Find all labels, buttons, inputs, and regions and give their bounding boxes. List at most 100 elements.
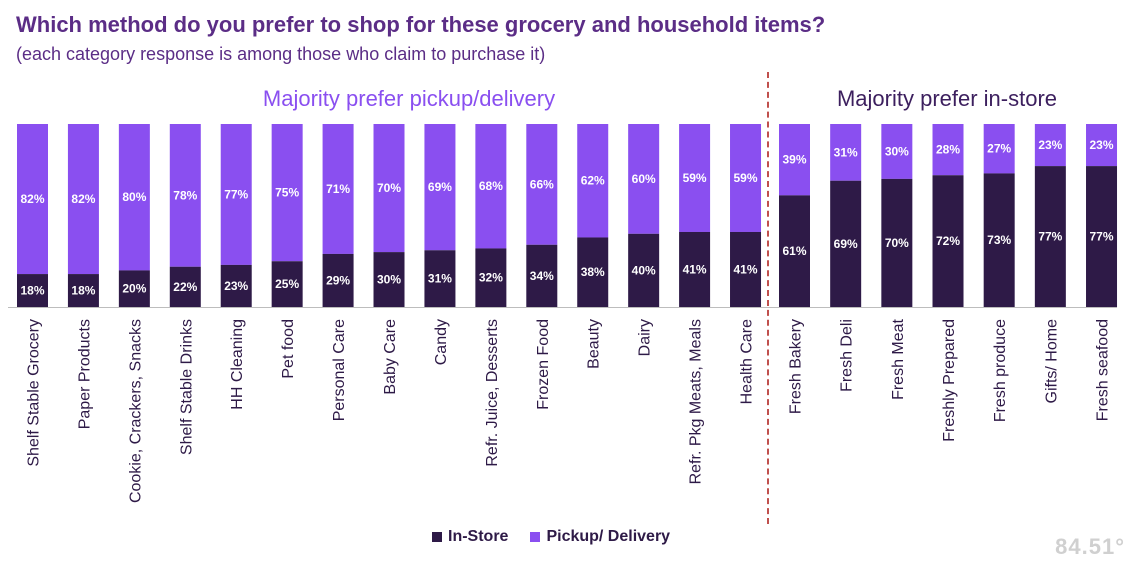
category-label-refr-pkg-meats-meals: Refr. Pkg Meats, Meals — [688, 319, 705, 484]
data-label-pickup-delivery-gifts-home: 23% — [1038, 138, 1062, 152]
chart-title: Which method do you prefer to shop for t… — [16, 12, 826, 37]
data-label-in-store-cookie-crackers-snacks: 20% — [122, 282, 146, 296]
data-label-in-store-dairy: 40% — [632, 263, 656, 277]
data-label-pickup-delivery-freshly-prepared: 28% — [936, 143, 960, 157]
category-label-hh-cleaning: HH Cleaning — [229, 319, 246, 410]
bar-in-store-refr-pkg-meats-meals — [679, 231, 711, 307]
data-label-in-store-fresh-seafood: 77% — [1090, 230, 1114, 244]
data-label-pickup-delivery-fresh-seafood: 23% — [1090, 138, 1114, 152]
data-label-pickup-delivery-fresh-bakery: 39% — [782, 153, 806, 167]
bar-pickup-delivery-fresh-deli — [830, 124, 862, 181]
category-label-refr-juice-desserts: Refr. Juice, Desserts — [484, 319, 501, 467]
category-label-fresh-bakery: Fresh Bakery — [788, 319, 805, 414]
data-label-pickup-delivery-dairy: 60% — [632, 172, 656, 186]
data-label-in-store-fresh-meat: 70% — [885, 236, 909, 250]
data-label-in-store-beauty: 38% — [581, 265, 605, 279]
bar-in-store-frozen-food — [526, 244, 558, 307]
category-label-beauty: Beauty — [586, 319, 603, 369]
category-label-personal-care: Personal Care — [331, 319, 348, 421]
group-title-pickup-delivery: Majority prefer pickup/delivery — [262, 86, 556, 111]
category-label-dairy: Dairy — [637, 319, 654, 356]
category-label-health-care: Health Care — [739, 319, 756, 404]
category-label-fresh-produce: Fresh produce — [992, 319, 1009, 422]
bar-pickup-delivery-health-care — [730, 124, 762, 232]
bar-pickup-delivery-fresh-meat — [881, 124, 913, 179]
data-label-pickup-delivery-frozen-food: 66% — [530, 177, 554, 191]
group-divider — [767, 72, 769, 524]
bar-in-store-shelf-stable-drinks — [169, 266, 201, 307]
bar-in-store-shelf-stable-grocery — [17, 274, 48, 307]
data-label-in-store-baby-care: 30% — [377, 273, 401, 287]
bar-pickup-delivery-fresh-bakery — [779, 124, 810, 196]
data-label-pickup-delivery-paper-products: 82% — [71, 192, 95, 206]
bar-pickup-delivery-dairy — [628, 124, 660, 234]
bar-pickup-delivery-personal-care — [322, 124, 354, 254]
bar-pickup-delivery-fresh-seafood — [1086, 124, 1118, 167]
category-label-freshly-prepared: Freshly Prepared — [941, 319, 958, 442]
bar-in-store-hh-cleaning — [220, 264, 252, 307]
category-label-frozen-food: Frozen Food — [535, 319, 552, 410]
group-title-in-store: Majority prefer in-store — [836, 86, 1058, 111]
category-label-pet-food: Pet food — [280, 319, 297, 379]
legend: In-Store Pickup/ Delivery — [432, 528, 670, 546]
category-label-cookie-crackers-snacks: Cookie, Crackers, Snacks — [127, 319, 144, 503]
bar-in-store-dairy — [628, 233, 660, 307]
bar-pickup-delivery-fresh-produce — [983, 124, 1015, 174]
bar-pickup-delivery-gifts-home — [1034, 124, 1066, 167]
bar-in-store-baby-care — [373, 252, 405, 307]
legend-swatch-pickup-delivery — [530, 532, 541, 542]
data-label-in-store-fresh-deli: 69% — [834, 237, 858, 251]
data-label-pickup-delivery-refr-juice-desserts: 68% — [479, 179, 503, 193]
legend-swatch-in-store — [432, 532, 442, 542]
data-label-pickup-delivery-baby-care: 70% — [377, 181, 401, 195]
legend-item-in-store: In-Store — [432, 528, 508, 546]
category-label-fresh-seafood: Fresh seafood — [1095, 319, 1112, 421]
data-label-pickup-delivery-fresh-meat: 30% — [885, 144, 909, 158]
bar-in-store-cookie-crackers-snacks — [118, 270, 150, 307]
bar-in-store-fresh-deli — [830, 180, 862, 307]
bar-in-store-candy — [424, 250, 456, 307]
data-label-pickup-delivery-refr-pkg-meats-meals: 59% — [683, 171, 707, 185]
category-label-paper-products: Paper Products — [76, 319, 93, 429]
bar-pickup-delivery-shelf-stable-grocery — [17, 124, 48, 275]
bar-in-store-fresh-produce — [983, 173, 1015, 307]
data-label-in-store-freshly-prepared: 72% — [936, 234, 960, 248]
legend-item-pickup-delivery: Pickup/ Delivery — [530, 528, 670, 546]
data-label-pickup-delivery-candy: 69% — [428, 180, 452, 194]
data-label-in-store-health-care: 41% — [734, 262, 758, 276]
bar-pickup-delivery-beauty — [577, 124, 609, 238]
category-label-gifts-home: Gifts/ Home — [1043, 319, 1060, 404]
data-label-in-store-fresh-bakery: 61% — [782, 244, 806, 258]
category-label-fresh-deli: Fresh Deli — [839, 319, 856, 392]
data-label-pickup-delivery-cookie-crackers-snacks: 80% — [122, 190, 146, 204]
legend-label-pickup-delivery: Pickup/ Delivery — [546, 528, 671, 545]
category-label-baby-care: Baby Care — [382, 319, 399, 395]
bar-pickup-delivery-refr-pkg-meats-meals — [679, 124, 711, 232]
bar-pickup-delivery-refr-juice-desserts — [475, 124, 507, 249]
bar-pickup-delivery-candy — [424, 124, 456, 251]
brand-logo: 84.51° — [1055, 534, 1125, 559]
legend-label-in-store: In-Store — [448, 528, 509, 545]
data-label-in-store-candy: 31% — [428, 272, 452, 286]
category-label-shelf-stable-grocery: Shelf Stable Grocery — [26, 319, 43, 467]
category-label-fresh-meat: Fresh Meat — [890, 318, 907, 399]
bar-in-store-pet-food — [271, 261, 303, 307]
bar-in-store-paper-products — [67, 274, 99, 307]
chart-subtitle: (each category response is among those w… — [16, 44, 546, 64]
bar-in-store-personal-care — [322, 253, 354, 307]
data-label-pickup-delivery-health-care: 59% — [734, 171, 758, 185]
bar-in-store-gifts-home — [1034, 166, 1066, 307]
bar-pickup-delivery-paper-products — [67, 124, 99, 275]
bar-in-store-beauty — [577, 237, 609, 307]
data-label-pickup-delivery-beauty: 62% — [581, 174, 605, 188]
category-label-shelf-stable-drinks: Shelf Stable Drinks — [178, 319, 195, 455]
data-label-in-store-pet-food: 25% — [275, 277, 299, 291]
bar-pickup-delivery-hh-cleaning — [220, 124, 252, 265]
data-label-in-store-paper-products: 18% — [71, 284, 95, 298]
bar-pickup-delivery-freshly-prepared — [932, 124, 964, 176]
data-label-pickup-delivery-personal-care: 71% — [326, 182, 350, 196]
data-label-in-store-fresh-produce: 73% — [987, 233, 1011, 247]
data-label-in-store-hh-cleaning: 23% — [224, 279, 248, 293]
data-label-pickup-delivery-fresh-produce: 27% — [987, 142, 1011, 156]
bar-pickup-delivery-baby-care — [373, 124, 405, 253]
